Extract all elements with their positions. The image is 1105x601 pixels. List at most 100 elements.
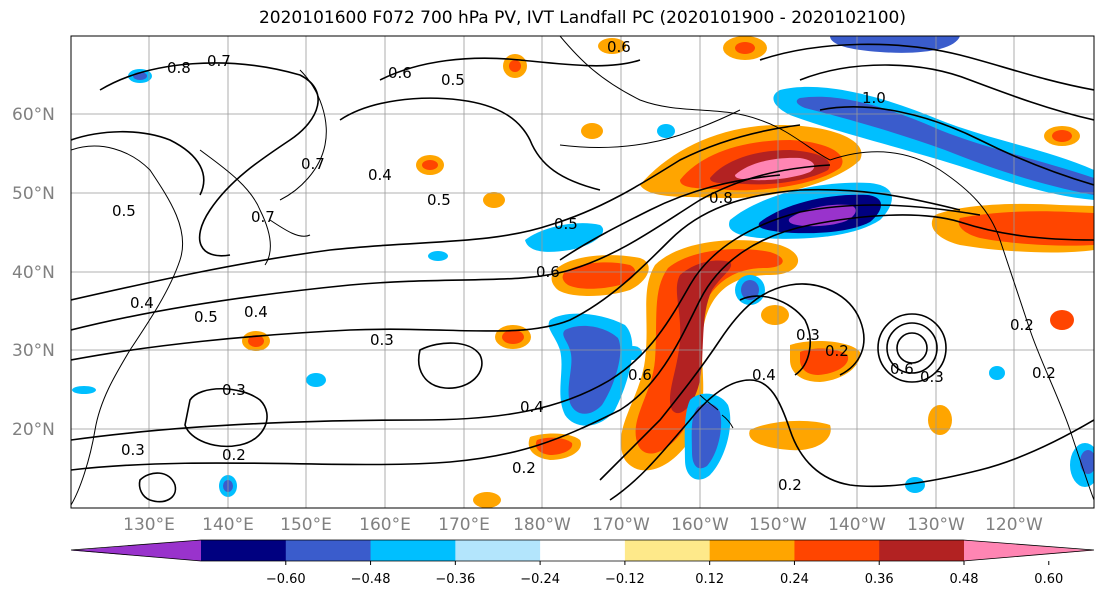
contour-label: 0.7 bbox=[207, 52, 231, 70]
lon-label: 160°E bbox=[359, 515, 411, 535]
contour-label: 0.5 bbox=[554, 215, 578, 233]
lat-label: 60°N bbox=[12, 105, 55, 125]
small-blob-8-core bbox=[735, 42, 755, 54]
positive-anomaly-se-1 bbox=[749, 420, 831, 451]
contour-label: 0.8 bbox=[709, 189, 733, 207]
contour-label: 0.3 bbox=[370, 331, 394, 349]
colorbar-segment bbox=[540, 540, 626, 561]
contour-label: 0.6 bbox=[607, 38, 631, 56]
lat-label: 20°N bbox=[12, 420, 55, 440]
colorbar-outline bbox=[70, 539, 1095, 562]
map-border bbox=[70, 35, 1095, 509]
colorbar: −0.60 −0.48 −0.36 −0.24 −0.12 0.12 0.24 0.36 0.4… bbox=[70, 539, 1095, 587]
contour-label: 0.4 bbox=[520, 398, 544, 416]
small-neg-4 bbox=[624, 346, 642, 360]
lon-label: 120°W bbox=[985, 515, 1043, 535]
positive-anomaly-central-arc-inner bbox=[669, 260, 732, 414]
contour-labels: 0.8 0.7 0.6 0.5 0.6 1.0 0.7 0.4 0.5 0.7 … bbox=[112, 38, 1056, 494]
colorbar-ticks: −0.60 −0.48 −0.36 −0.24 −0.12 0.12 0.24 0.36 0.4… bbox=[266, 561, 1063, 587]
map-title: 2020101600 F072 700 hPa PV, IVT Landfall… bbox=[258, 8, 906, 28]
colorbar-segment bbox=[964, 540, 1094, 561]
pv-contours bbox=[71, 43, 1094, 503]
colorbar-segment bbox=[709, 540, 795, 561]
colorbar-tick-label: −0.12 bbox=[605, 572, 645, 587]
contour-label: 0.2 bbox=[512, 459, 536, 477]
negative-anomaly-subtropical-core bbox=[563, 325, 621, 414]
small-blob-10 bbox=[473, 492, 501, 508]
small-neg-11 bbox=[72, 386, 96, 394]
contour-label: 0.2 bbox=[778, 476, 802, 494]
contour-label: 0.6 bbox=[628, 366, 652, 384]
small-blob-7-core bbox=[1052, 130, 1072, 142]
contour-label: 0.2 bbox=[1032, 364, 1056, 382]
colorbar-segment bbox=[879, 540, 965, 561]
contour-label: 0.2 bbox=[825, 342, 849, 360]
graticule bbox=[71, 36, 1094, 508]
small-blob-9 bbox=[928, 405, 952, 435]
contour-label: 0.3 bbox=[920, 368, 944, 386]
colorbar-segment bbox=[624, 540, 711, 561]
contour-label: 0.7 bbox=[301, 155, 325, 173]
lon-label: 150°W bbox=[749, 515, 807, 535]
lon-label: 160°W bbox=[671, 515, 729, 535]
lon-label: 130°W bbox=[907, 515, 965, 535]
colorbar-tick-label: 0.60 bbox=[1034, 572, 1063, 587]
small-neg-6 bbox=[657, 124, 675, 138]
contour-label: 0.3 bbox=[121, 441, 145, 459]
small-neg-10 bbox=[905, 477, 925, 493]
colorbar-tick-label: 0.36 bbox=[865, 572, 894, 587]
asia-coast bbox=[71, 145, 184, 506]
hawaii bbox=[699, 394, 734, 429]
small-blob-12 bbox=[598, 38, 626, 54]
lon-label: 150°E bbox=[280, 515, 332, 535]
small-neg-9-core bbox=[1080, 450, 1094, 474]
colorbar-segment bbox=[71, 540, 201, 561]
small-blob-4-core bbox=[509, 60, 521, 72]
colorbar-segment bbox=[370, 540, 456, 561]
positive-anomaly-se-2-core bbox=[800, 348, 849, 375]
contour-label: 0.7 bbox=[251, 208, 275, 226]
small-neg-2 bbox=[306, 373, 326, 387]
contour-label: 0.4 bbox=[244, 303, 268, 321]
colorbar-tick-label: −0.60 bbox=[266, 572, 306, 587]
negative-anomaly-northeast-core bbox=[796, 96, 1094, 195]
small-neg-5-core bbox=[741, 280, 759, 300]
contour-label: 0.4 bbox=[368, 166, 392, 184]
colorbar-tick-label: −0.36 bbox=[435, 572, 475, 587]
colorbar-segment bbox=[455, 540, 541, 561]
colorbar-tick-label: 0.24 bbox=[780, 572, 809, 587]
negative-anomaly-east-core bbox=[691, 403, 722, 469]
colorbar-tick-label: 0.48 bbox=[950, 572, 979, 587]
small-blob-6 bbox=[483, 192, 505, 208]
positive-anomaly-gulf-north-peak bbox=[735, 157, 815, 181]
contour-label: 0.3 bbox=[796, 326, 820, 344]
negative-anomaly-gulf-peak bbox=[788, 204, 856, 227]
lon-label: 170°E bbox=[438, 515, 490, 535]
shaded-anomalies bbox=[72, 36, 1094, 508]
small-blob-11 bbox=[761, 305, 789, 325]
colorbar-tick-label: 0.12 bbox=[695, 572, 724, 587]
colorbar-segment bbox=[794, 540, 880, 561]
latitude-labels: 60°N 50°N 40°N 30°N 20°N bbox=[12, 105, 55, 440]
colorbar-tick-label: −0.48 bbox=[351, 572, 391, 587]
longitude-labels: 130°E 140°E 150°E 160°E 170°E 180°W 170°… bbox=[123, 515, 1043, 535]
coastlines bbox=[71, 36, 1094, 506]
contour-label: 0.2 bbox=[1010, 316, 1034, 334]
lon-label: 180°W bbox=[513, 515, 571, 535]
aleutians bbox=[559, 109, 741, 149]
small-blob-13 bbox=[1050, 310, 1074, 330]
small-blob-5 bbox=[581, 123, 603, 139]
contour-label: 0.6 bbox=[388, 64, 412, 82]
lon-label: 170°W bbox=[592, 515, 650, 535]
lon-label: 140°W bbox=[828, 515, 886, 535]
small-blob-3-core bbox=[422, 160, 438, 170]
positive-anomaly-west-blob-core bbox=[535, 437, 573, 455]
positive-anomaly-180-north-core bbox=[562, 262, 636, 289]
small-blob-2-core bbox=[248, 335, 264, 347]
japan bbox=[199, 149, 311, 266]
contour-label: 0.5 bbox=[112, 202, 136, 220]
small-neg-8 bbox=[989, 366, 1005, 380]
contour-label: 0.4 bbox=[752, 366, 776, 384]
contour-label: 0.5 bbox=[194, 308, 218, 326]
